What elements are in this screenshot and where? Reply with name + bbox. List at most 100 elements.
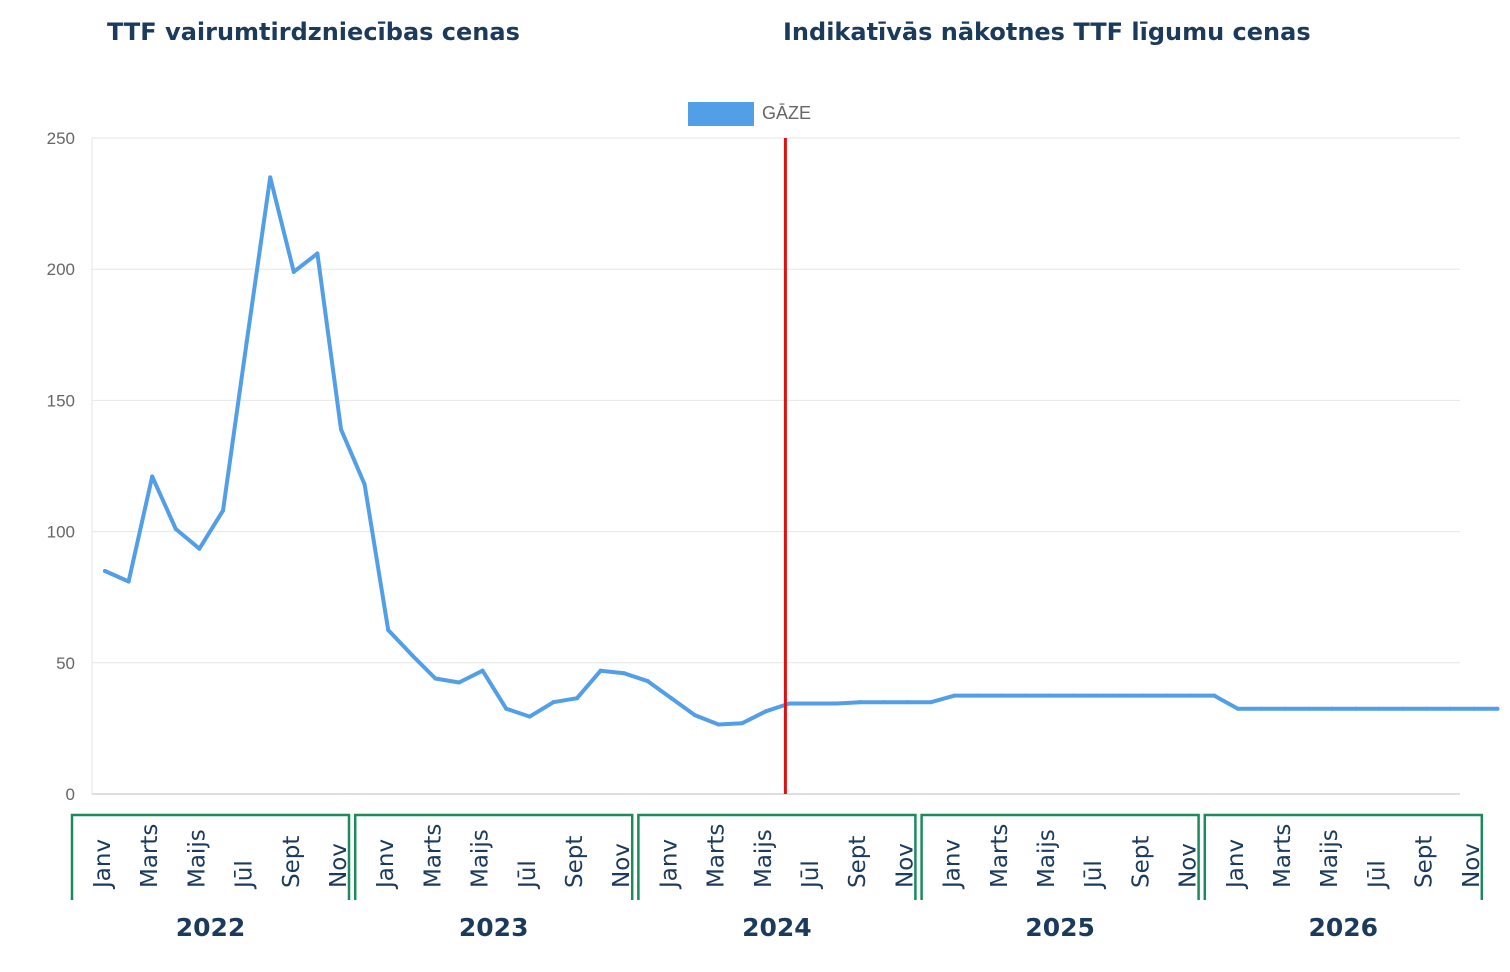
month-label: Sept (845, 836, 871, 888)
year-label: 2023 (459, 913, 529, 942)
data-point (716, 722, 721, 727)
data-point (315, 251, 320, 256)
month-label: Jūl (798, 860, 824, 890)
data-point (197, 546, 202, 551)
month-label: Nov (892, 843, 918, 888)
data-point (1094, 693, 1099, 698)
data-point (1377, 706, 1382, 711)
data-point (504, 706, 509, 711)
month-label: Marts (987, 824, 1013, 888)
data-point (622, 671, 627, 676)
month-label: Marts (1270, 824, 1296, 888)
data-point (1424, 706, 1429, 711)
data-point (952, 693, 957, 698)
y-tick-label: 150 (47, 391, 75, 410)
y-tick-label: 200 (47, 260, 75, 279)
month-label: Nov (1176, 843, 1202, 888)
data-point (1448, 706, 1453, 711)
data-point (1047, 693, 1051, 698)
year-label: 2022 (176, 913, 246, 942)
data-point (740, 721, 745, 726)
data-point (433, 676, 438, 681)
year-group-box (920, 813, 1200, 900)
month-label: Jūl (515, 860, 541, 890)
year-group-box (353, 813, 634, 900)
month-label: Marts (137, 824, 163, 888)
data-point (1471, 706, 1476, 711)
data-point (244, 340, 249, 345)
data-point (173, 526, 178, 531)
year-label: 2025 (1025, 913, 1095, 942)
data-point (1330, 706, 1335, 711)
data-point (362, 482, 367, 487)
data-point (291, 269, 296, 274)
data-point (339, 427, 343, 432)
data-point (976, 693, 981, 698)
month-label: Jūl (1081, 860, 1107, 890)
data-point (1141, 693, 1146, 698)
y-tick-label: 250 (47, 129, 75, 148)
data-point (457, 680, 461, 685)
y-tick-label: 50 (56, 654, 75, 673)
year-group-box (637, 813, 917, 900)
data-point (834, 701, 839, 706)
data-point (551, 700, 556, 705)
month-label: Janv (656, 839, 682, 890)
legend-label: GĀZE (762, 103, 811, 123)
year-label: 2024 (742, 913, 812, 942)
data-point (669, 696, 674, 701)
data-point (881, 700, 886, 705)
data-point (1283, 706, 1287, 711)
month-label: Maijs (751, 829, 777, 888)
y-tick-label: 100 (47, 523, 75, 542)
data-point (150, 474, 155, 479)
month-label: Janv (1223, 839, 1249, 890)
month-label: Sept (1412, 836, 1438, 888)
year-group-box (70, 813, 351, 900)
data-point (527, 714, 532, 719)
month-label: Maijs (1034, 829, 1060, 888)
year-group-box (1203, 813, 1484, 900)
data-point (1117, 693, 1122, 698)
month-label: Janv (90, 839, 116, 890)
legend-swatch (688, 102, 754, 126)
month-label: Janv (940, 839, 966, 890)
data-point (1212, 693, 1217, 698)
data-point (221, 508, 225, 513)
data-point (1070, 693, 1075, 698)
data-point (693, 713, 697, 718)
left-title: TTF vairumtirdzniecības cenas (107, 18, 520, 46)
y-tick-label: 0 (66, 785, 75, 804)
data-point (1259, 706, 1264, 711)
month-label: Janv (373, 839, 399, 890)
data-point (787, 701, 792, 706)
month-label: Maijs (184, 829, 210, 888)
data-point (905, 700, 910, 705)
month-label: Maijs (468, 829, 494, 888)
data-point (598, 668, 603, 673)
month-label: Marts (704, 824, 730, 888)
data-point (1401, 706, 1405, 711)
data-point (1353, 706, 1358, 711)
data-point (858, 700, 863, 705)
data-point (1495, 706, 1500, 711)
year-label: 2026 (1309, 913, 1379, 942)
data-point (1235, 706, 1240, 711)
data-point (126, 579, 131, 584)
data-point (763, 709, 768, 714)
month-label: Nov (326, 843, 352, 888)
month-label: Jūl (1364, 860, 1390, 890)
data-point (103, 568, 107, 573)
data-point (575, 696, 579, 701)
data-point (929, 700, 933, 705)
data-point (1188, 693, 1193, 698)
right-title: Indikatīvās nākotnes TTF līgumu cenas (783, 18, 1311, 46)
series-line-gaze (103, 175, 1500, 727)
data-point (1165, 693, 1169, 698)
data-point (999, 693, 1004, 698)
month-label: Nov (609, 843, 635, 888)
data-point (645, 679, 650, 684)
month-label: Maijs (1317, 829, 1343, 888)
data-point (1306, 706, 1311, 711)
